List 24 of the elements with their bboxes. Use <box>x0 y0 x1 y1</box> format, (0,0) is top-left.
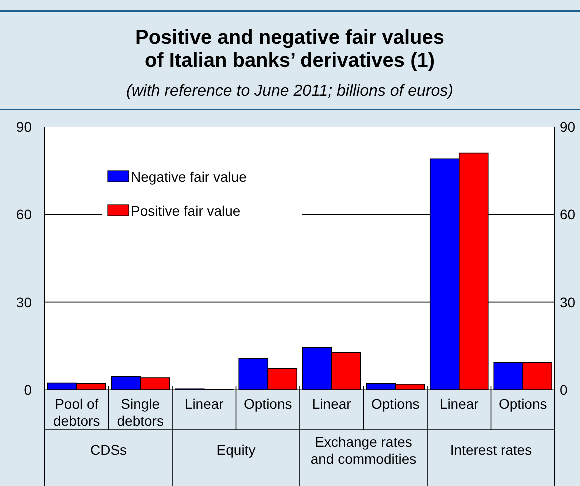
y2-tick-label: 90 <box>560 119 576 135</box>
y2-tick-label: 0 <box>560 382 568 398</box>
x-tick-label: Linear <box>184 396 224 412</box>
x-tick-label: Options <box>244 396 292 412</box>
x-tick-label: Linear <box>440 396 480 412</box>
text: Exchange rates and commodities <box>310 434 417 467</box>
y-tick-label: 30 <box>16 294 32 310</box>
y2-tick-label: 60 <box>560 206 576 223</box>
y-tick-label: 0 <box>24 382 32 398</box>
x-tick-label: Options <box>372 396 420 412</box>
x-tick-label: Single debtors <box>117 396 164 429</box>
x-tick-label: Linear <box>312 396 352 412</box>
legend-label: Positive fair value <box>131 203 241 219</box>
y2-tick-label: 30 <box>560 294 576 310</box>
y-tick-label: 60 <box>16 206 32 223</box>
chart-subtitle: (with reference to June 2011; billions of euros) <box>126 83 454 100</box>
text: Equity <box>216 442 256 458</box>
text: CDSs <box>90 442 128 458</box>
y-tick-label: 90 <box>16 119 32 135</box>
x-tick-label: Options <box>499 396 548 412</box>
legend-label: Negative fair value <box>131 169 248 185</box>
chart-title: Positive and negative fair values of Italian banks’ derivatives (1) <box>135 27 445 72</box>
text: Interest rates <box>450 442 532 458</box>
x-tick-label: Pool of debtors <box>54 396 100 429</box>
